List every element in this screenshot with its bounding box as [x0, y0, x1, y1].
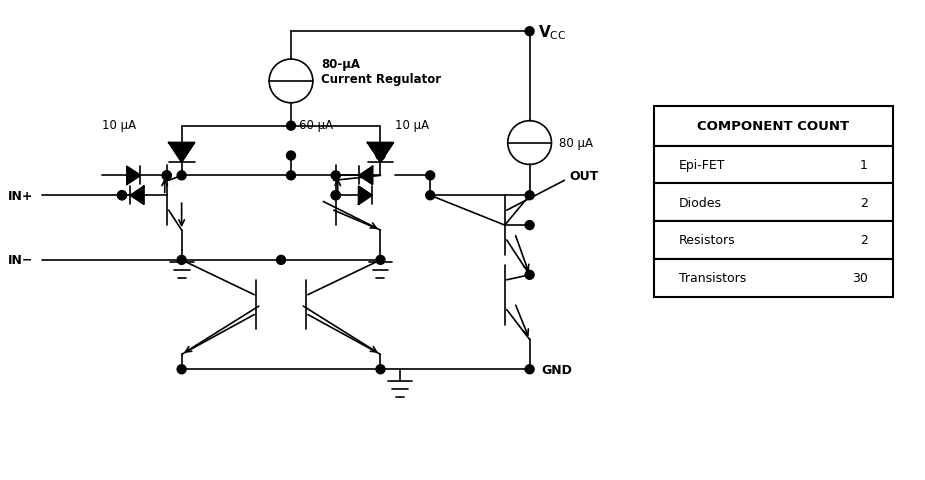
FancyBboxPatch shape — [654, 146, 893, 184]
Text: 1: 1 — [859, 158, 868, 171]
Circle shape — [162, 171, 171, 180]
Polygon shape — [168, 143, 194, 163]
Circle shape — [178, 256, 186, 265]
Text: 30: 30 — [852, 272, 868, 285]
Circle shape — [117, 192, 127, 200]
Circle shape — [117, 192, 127, 200]
Circle shape — [376, 365, 385, 374]
Circle shape — [376, 152, 385, 161]
Circle shape — [426, 171, 435, 180]
Circle shape — [162, 171, 171, 180]
Circle shape — [331, 171, 340, 180]
Text: 10 μA: 10 μA — [395, 119, 429, 132]
Polygon shape — [359, 167, 373, 185]
Polygon shape — [359, 187, 372, 205]
Polygon shape — [130, 187, 144, 205]
Circle shape — [331, 192, 340, 200]
Circle shape — [287, 122, 295, 131]
Circle shape — [525, 365, 534, 374]
Circle shape — [525, 192, 534, 200]
Text: GND: GND — [541, 363, 573, 376]
Circle shape — [525, 221, 534, 230]
Text: Transistors: Transistors — [679, 272, 746, 285]
Circle shape — [331, 192, 340, 200]
FancyBboxPatch shape — [654, 259, 893, 297]
Text: 80-μA
Current Regulator: 80-μA Current Regulator — [321, 58, 441, 86]
Text: IN−: IN− — [7, 254, 33, 267]
Circle shape — [525, 28, 534, 36]
Circle shape — [376, 256, 385, 265]
Text: V$_{\rm CC}$: V$_{\rm CC}$ — [537, 23, 566, 41]
Polygon shape — [127, 167, 141, 185]
Circle shape — [277, 256, 286, 265]
Polygon shape — [367, 143, 393, 163]
Text: Diodes: Diodes — [679, 196, 722, 209]
Text: 80 μA: 80 μA — [560, 137, 594, 150]
Text: 10 μA: 10 μA — [102, 119, 136, 132]
Text: COMPONENT COUNT: COMPONENT COUNT — [697, 120, 849, 133]
FancyBboxPatch shape — [654, 222, 893, 259]
Text: 2: 2 — [859, 196, 868, 209]
Text: IN+: IN+ — [7, 190, 33, 203]
Text: 60 μA: 60 μA — [299, 119, 333, 132]
Text: Resistors: Resistors — [679, 234, 735, 247]
Circle shape — [178, 171, 186, 180]
Circle shape — [178, 365, 186, 374]
Text: Epi-FET: Epi-FET — [679, 158, 725, 171]
FancyBboxPatch shape — [654, 107, 893, 146]
FancyBboxPatch shape — [654, 184, 893, 222]
Circle shape — [426, 192, 435, 200]
Circle shape — [525, 271, 534, 280]
Circle shape — [287, 152, 295, 161]
Text: OUT: OUT — [570, 169, 598, 182]
Text: 2: 2 — [859, 234, 868, 247]
Circle shape — [287, 171, 295, 180]
